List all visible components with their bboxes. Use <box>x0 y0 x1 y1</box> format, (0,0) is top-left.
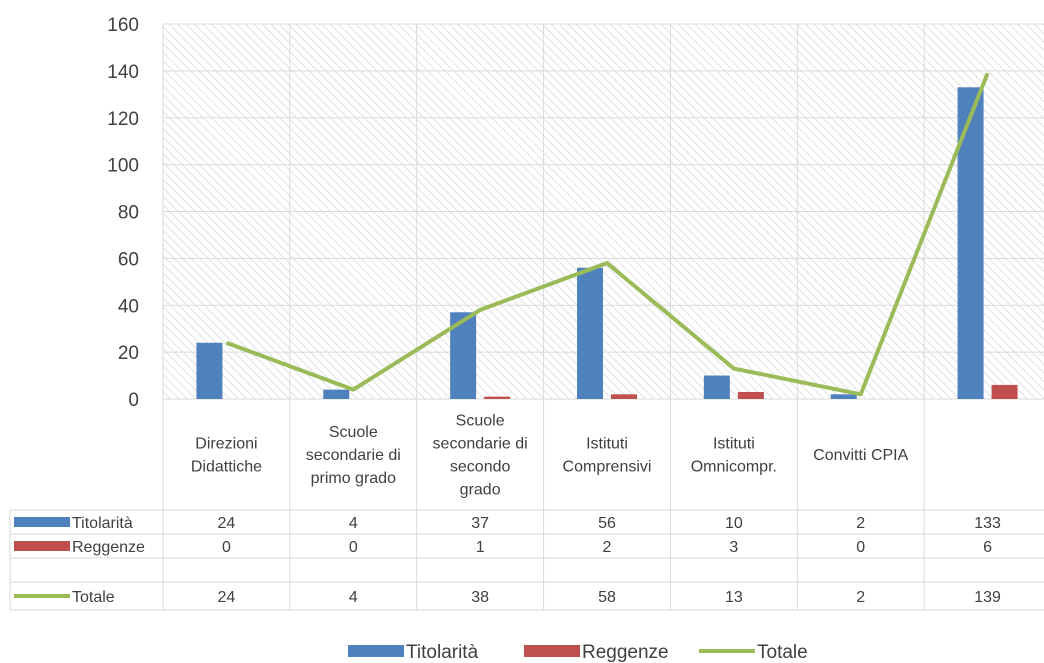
table-key-reggenze <box>14 541 70 551</box>
table-cell: 133 <box>974 515 1001 532</box>
legend: Titolarità Reggenze Totale <box>348 642 808 663</box>
category-label: Istituti Comprensivi <box>563 436 652 476</box>
bar-titolarita <box>703 375 730 399</box>
table-cell: 58 <box>598 589 616 606</box>
table-cell: 1 <box>476 539 485 556</box>
category-label: Convitti CPIA <box>813 447 908 464</box>
y-tick-label: 100 <box>107 156 139 177</box>
table-cell: 3 <box>729 539 738 556</box>
category-label: Istituti Omnicompr. <box>691 436 777 476</box>
bar-reggenze <box>991 384 1018 399</box>
table-cell: 38 <box>471 589 489 606</box>
bar-reggenze <box>611 394 637 399</box>
y-tick-label: 160 <box>107 15 139 36</box>
y-tick-label: 40 <box>118 296 139 317</box>
table-cell: 139 <box>974 589 1001 606</box>
table-cell: 4 <box>349 515 358 532</box>
table-key-titolarita <box>14 517 70 527</box>
y-axis: 0 20 40 60 80 100 120 140 160 <box>107 15 139 411</box>
table-cell: 0 <box>856 539 865 556</box>
category-label: Scuole secondarie di primo grado <box>306 424 401 487</box>
table-series-name: Titolarità <box>72 515 133 532</box>
y-tick-label: 120 <box>107 109 139 130</box>
table-cell: 24 <box>218 589 236 606</box>
bar-titolarita <box>323 389 350 399</box>
table-series-name: Reggenze <box>72 539 145 556</box>
table-cell: 37 <box>471 515 489 532</box>
table-cell: 4 <box>349 589 358 606</box>
y-tick-label: 60 <box>118 249 139 270</box>
y-tick-label: 80 <box>118 203 139 224</box>
legend-label: Titolarità <box>406 642 479 663</box>
table-cell: 2 <box>603 539 612 556</box>
legend-key-reggenze <box>524 645 580 657</box>
bar-reggenze <box>484 396 511 399</box>
table-cell: 24 <box>218 515 236 532</box>
total-line <box>225 72 990 397</box>
category-label: Scuole secondarie di secondo grado <box>433 413 528 499</box>
bar-titolarita <box>196 342 223 399</box>
y-tick-label: 0 <box>128 390 139 411</box>
table-cell: 2 <box>856 515 865 532</box>
table-cell: 13 <box>725 589 743 606</box>
bar-titolarita <box>577 267 603 399</box>
table-cell: 0 <box>222 539 231 556</box>
legend-label: Totale <box>757 642 808 663</box>
table-cell: 2 <box>856 589 865 606</box>
table-series-name: Totale <box>72 589 115 606</box>
category-label: Direzioni Didattiche <box>191 436 262 476</box>
bar-reggenze <box>737 391 764 399</box>
data-table: Direzioni Didattiche Scuole secondarie di pr… <box>9 399 1044 611</box>
y-tick-label: 140 <box>107 62 139 83</box>
table-cell: 10 <box>725 515 743 532</box>
table-cell: 6 <box>983 539 992 556</box>
legend-label: Reggenze <box>582 642 669 663</box>
table-cell: 0 <box>349 539 358 556</box>
legend-key-titolarita <box>348 645 404 657</box>
table-cell: 56 <box>598 515 616 532</box>
bar-titolarita <box>830 394 857 399</box>
gridlines <box>162 23 1044 400</box>
y-tick-label: 20 <box>118 343 139 364</box>
